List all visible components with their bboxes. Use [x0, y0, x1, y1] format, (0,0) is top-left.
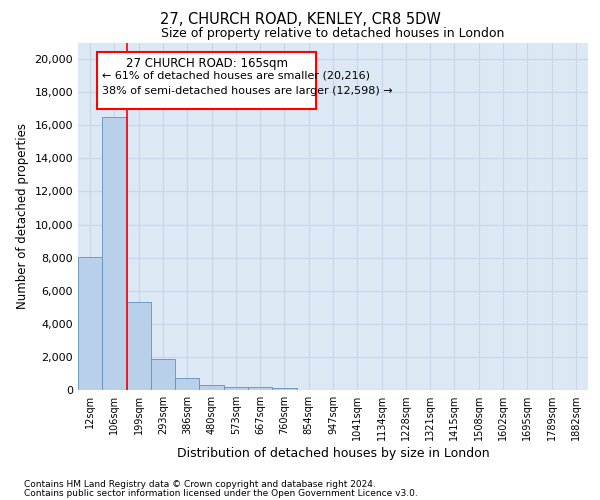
Text: ← 61% of detached houses are smaller (20,216): ← 61% of detached houses are smaller (20… — [102, 70, 370, 81]
Title: Size of property relative to detached houses in London: Size of property relative to detached ho… — [161, 27, 505, 40]
Text: 27, CHURCH ROAD, KENLEY, CR8 5DW: 27, CHURCH ROAD, KENLEY, CR8 5DW — [160, 12, 440, 28]
X-axis label: Distribution of detached houses by size in London: Distribution of detached houses by size … — [176, 448, 490, 460]
FancyBboxPatch shape — [97, 52, 316, 108]
Bar — [78, 257, 102, 390]
Bar — [175, 378, 199, 390]
Bar — [127, 302, 151, 390]
Text: Contains HM Land Registry data © Crown copyright and database right 2024.: Contains HM Land Registry data © Crown c… — [24, 480, 376, 489]
Y-axis label: Number of detached properties: Number of detached properties — [16, 123, 29, 309]
Bar — [151, 360, 175, 390]
Bar — [224, 386, 248, 390]
Bar — [102, 117, 127, 390]
Text: Contains public sector information licensed under the Open Government Licence v3: Contains public sector information licen… — [24, 488, 418, 498]
Text: 27 CHURCH ROAD: 165sqm: 27 CHURCH ROAD: 165sqm — [126, 58, 288, 70]
Text: 38% of semi-detached houses are larger (12,598) →: 38% of semi-detached houses are larger (… — [102, 86, 393, 96]
Bar — [199, 384, 224, 390]
Bar — [272, 388, 296, 390]
Bar — [248, 387, 272, 390]
